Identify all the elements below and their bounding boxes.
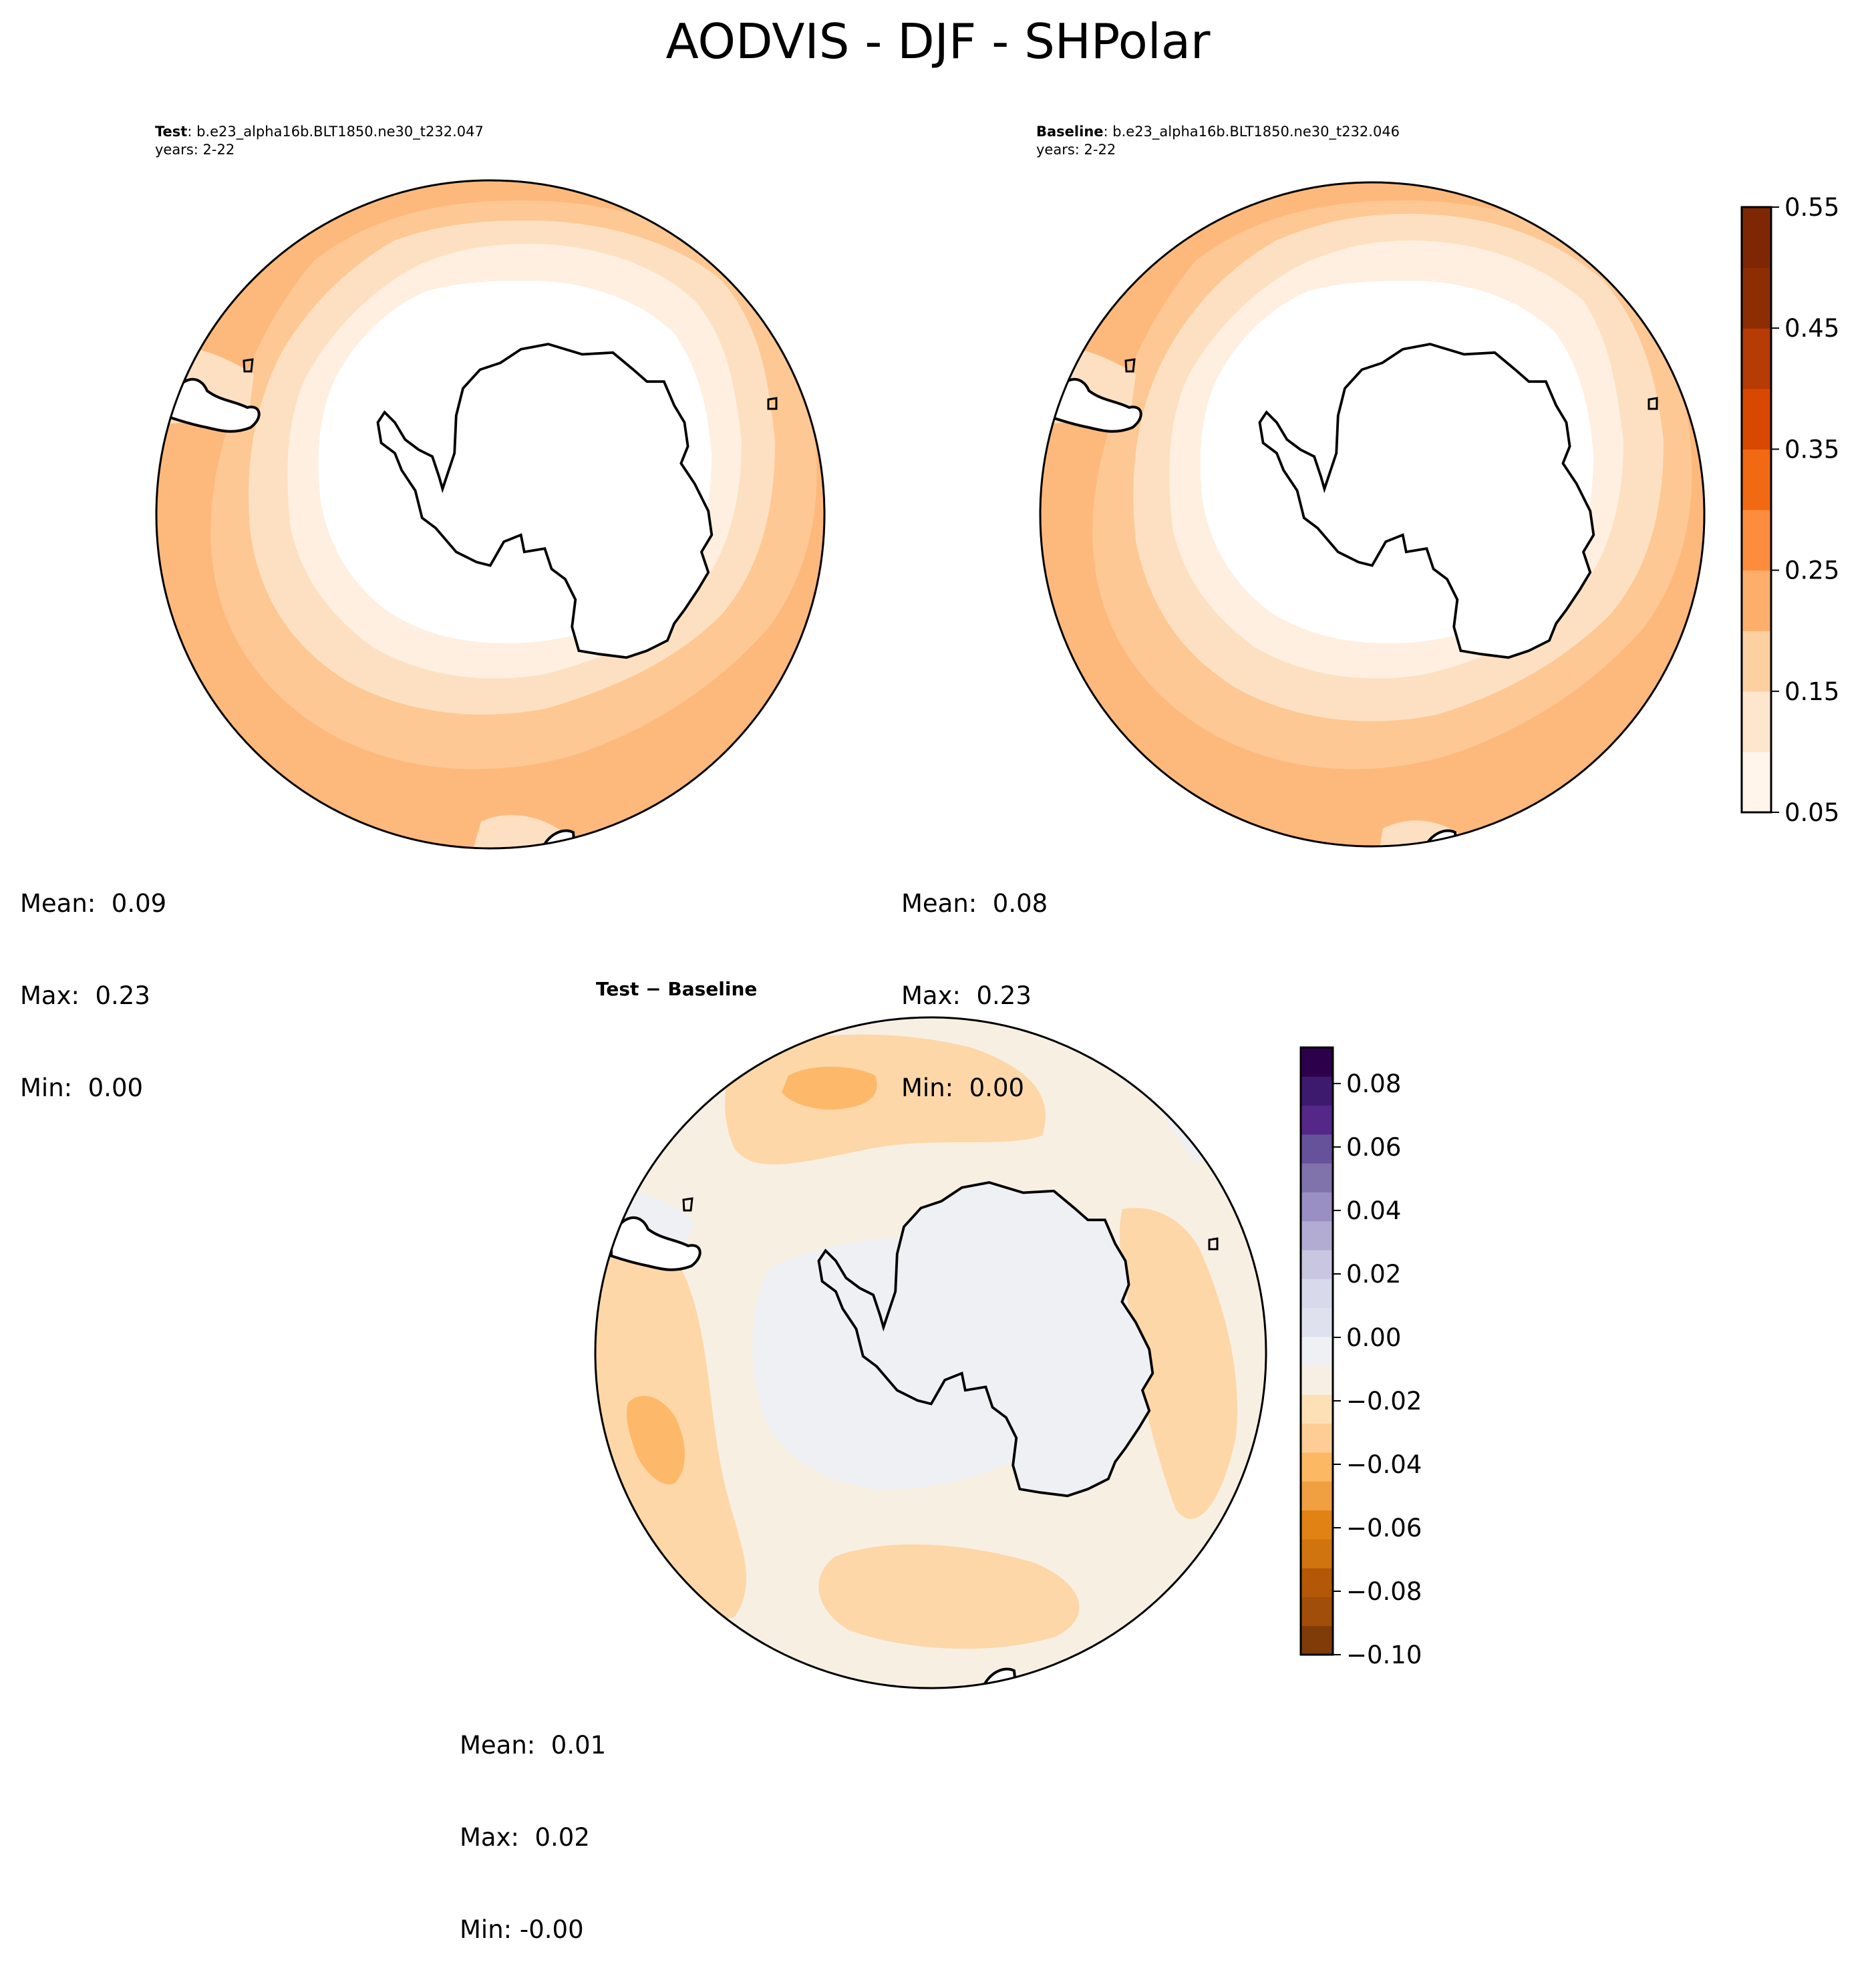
colorbar-diff-swatch xyxy=(1301,1625,1333,1655)
colorbar-diff-swatch xyxy=(1301,1250,1333,1279)
colorbar-diff-swatch xyxy=(1301,1192,1333,1222)
colorbar-diff-swatch xyxy=(1301,1220,1333,1251)
colorbar-diff: 0.08 0.06 0.04 0.02 0.00 −0.02 −0.04 −0.06 −0.08… xyxy=(1299,1046,1422,1669)
figure-canvas: 0.050.150.250.350.450.55 0.080.060.040.0… xyxy=(155,179,1839,1689)
baseline-min: Min: 0.00 xyxy=(901,1074,1025,1102)
diff-south-america xyxy=(610,1216,701,1271)
diff-min: Min: -0.00 xyxy=(460,1915,584,1944)
colorbar-diff-swatch xyxy=(1301,1105,1333,1135)
colorbar-diff-swatch xyxy=(1301,1336,1333,1366)
diff-warm-patch-south xyxy=(818,1544,1080,1649)
baseline-map xyxy=(1039,181,1706,848)
test-panel-header: Test: b.e23_alpha16b.BLT1850.ne30_t232.0… xyxy=(155,123,484,159)
baseline-south-america xyxy=(1051,377,1142,433)
colorbar-diff-swatch xyxy=(1301,1481,1333,1511)
diff-warm-patch-north xyxy=(725,1034,1046,1165)
colorbar-diff-swatch xyxy=(1301,1279,1333,1309)
test-case-name: : b.e23_alpha16b.BLT1850.ne30_t232.047 xyxy=(187,124,484,140)
colorbar-diff-tick-label: 0.04 xyxy=(1346,1196,1401,1225)
colorbar-diff-swatch xyxy=(1301,1510,1333,1540)
colorbar-top-tick-label: 0.25 xyxy=(1784,556,1839,585)
baseline-panel-header: Baseline: b.e23_alpha16b.BLT1850.ne30_t2… xyxy=(1036,123,1400,159)
colorbar-diff-swatch xyxy=(1301,1423,1333,1453)
baseline-map-frame xyxy=(1039,181,1706,848)
colorbar-diff-tick-label: 0.08 xyxy=(1346,1069,1401,1098)
colorbar-top-tick-label: 0.45 xyxy=(1784,314,1839,343)
test-map xyxy=(155,179,826,850)
test-label: Test xyxy=(155,124,188,140)
test-max: Max: 0.23 xyxy=(20,981,150,1010)
colorbar-diff-swatch xyxy=(1301,1452,1333,1482)
colorbar-top-swatch xyxy=(1742,388,1771,450)
colorbar-diff-tick-label: 0.02 xyxy=(1346,1260,1401,1289)
colorbar-diff-swatch xyxy=(1301,1163,1333,1192)
diff-warmer-patch-north xyxy=(782,1066,877,1110)
test-years: years: 2-22 xyxy=(155,142,235,158)
test-stats: Mean: 0.09 Max: 0.23 Min: 0.00 xyxy=(20,827,166,1134)
baseline-stats: Mean: 0.08 Max: 0.23 Min: 0.00 xyxy=(901,827,1048,1134)
colorbar-diff-swatch xyxy=(1301,1047,1333,1077)
colorbar-top: 0.05 0.15 0.25 0.35 0.45 0.55 xyxy=(1740,193,1839,827)
baseline-mean: Mean: 0.08 xyxy=(901,889,1048,918)
colorbar-top-swatch xyxy=(1742,328,1771,389)
colorbar-diff-swatch xyxy=(1301,1076,1333,1106)
colorbar-diff-tick-label: −0.02 xyxy=(1346,1387,1422,1416)
colorbar-top-tick-label: 0.15 xyxy=(1784,677,1839,706)
colorbar-top-swatch xyxy=(1742,510,1771,571)
diff-stats: Mean: 0.01 Max: 0.02 Min: -0.00 xyxy=(460,1669,606,1976)
colorbar-diff-swatch xyxy=(1301,1134,1333,1164)
baseline-label: Baseline xyxy=(1036,124,1104,140)
test-island-2 xyxy=(767,397,778,410)
diff-island-2 xyxy=(1208,1237,1219,1251)
diff-map-frame xyxy=(594,1016,1267,1689)
diff-mean: Mean: 0.01 xyxy=(460,1731,607,1760)
colorbar-top-swatch xyxy=(1742,570,1771,631)
baseline-island-1 xyxy=(1124,358,1136,373)
colorbar-top-swatch xyxy=(1742,752,1771,813)
colorbar-diff-tick-label: −0.04 xyxy=(1346,1450,1422,1479)
colorbar-diff-swatch xyxy=(1301,1365,1333,1395)
colorbar-diff-swatch xyxy=(1301,1307,1333,1337)
baseline-island-2 xyxy=(1648,397,1658,410)
colorbar-diff-tick-label: 0.06 xyxy=(1346,1133,1401,1162)
colorbar-top-swatch xyxy=(1742,267,1771,329)
colorbar-diff-tick-label: −0.08 xyxy=(1346,1577,1422,1606)
diff-panel-header: Test − Baseline xyxy=(596,978,758,1000)
baseline-max: Max: 0.23 xyxy=(901,981,1032,1010)
diff-warmer-patch-west xyxy=(627,1395,685,1484)
colorbar-diff-swatch xyxy=(1301,1568,1333,1597)
diff-map xyxy=(594,1016,1267,1689)
colorbar-top-swatch xyxy=(1742,631,1771,692)
colorbar-top-frame xyxy=(1740,206,1772,814)
colorbar-diff-tick-label: 0.00 xyxy=(1346,1323,1401,1352)
colorbar-top-tick-label: 0.55 xyxy=(1784,193,1839,222)
baseline-case-name: : b.e23_alpha16b.BLT1850.ne30_t232.046 xyxy=(1103,124,1400,140)
test-map-frame xyxy=(155,179,826,850)
diff-warm-patch-east xyxy=(1119,1208,1237,1519)
colorbar-top-swatch xyxy=(1742,691,1771,752)
colorbar-top-swatch xyxy=(1742,449,1771,510)
colorbar-diff-swatch xyxy=(1301,1538,1333,1569)
colorbar-top-tick-label: 0.05 xyxy=(1784,798,1839,827)
baseline-years: years: 2-22 xyxy=(1036,142,1116,158)
colorbar-diff-frame xyxy=(1299,1046,1334,1656)
test-south-america xyxy=(169,377,261,433)
colorbar-diff-tick-label: −0.10 xyxy=(1346,1641,1422,1669)
colorbar-diff-swatch xyxy=(1301,1597,1333,1627)
colorbar-diff-tick-label: −0.06 xyxy=(1346,1514,1422,1542)
diff-island-1 xyxy=(682,1197,693,1212)
test-mean: Mean: 0.09 xyxy=(20,889,167,918)
figure-title: AODVIS - DJF - SHPolar xyxy=(665,13,1211,69)
diff-max: Max: 0.02 xyxy=(460,1823,590,1852)
colorbar-top-swatch xyxy=(1742,207,1771,269)
test-island-1 xyxy=(243,358,254,373)
colorbar-top-tick-label: 0.35 xyxy=(1784,435,1839,464)
test-africa-tip xyxy=(468,815,575,848)
colorbar-diff-swatch xyxy=(1301,1394,1333,1424)
test-min: Min: 0.00 xyxy=(20,1074,144,1102)
